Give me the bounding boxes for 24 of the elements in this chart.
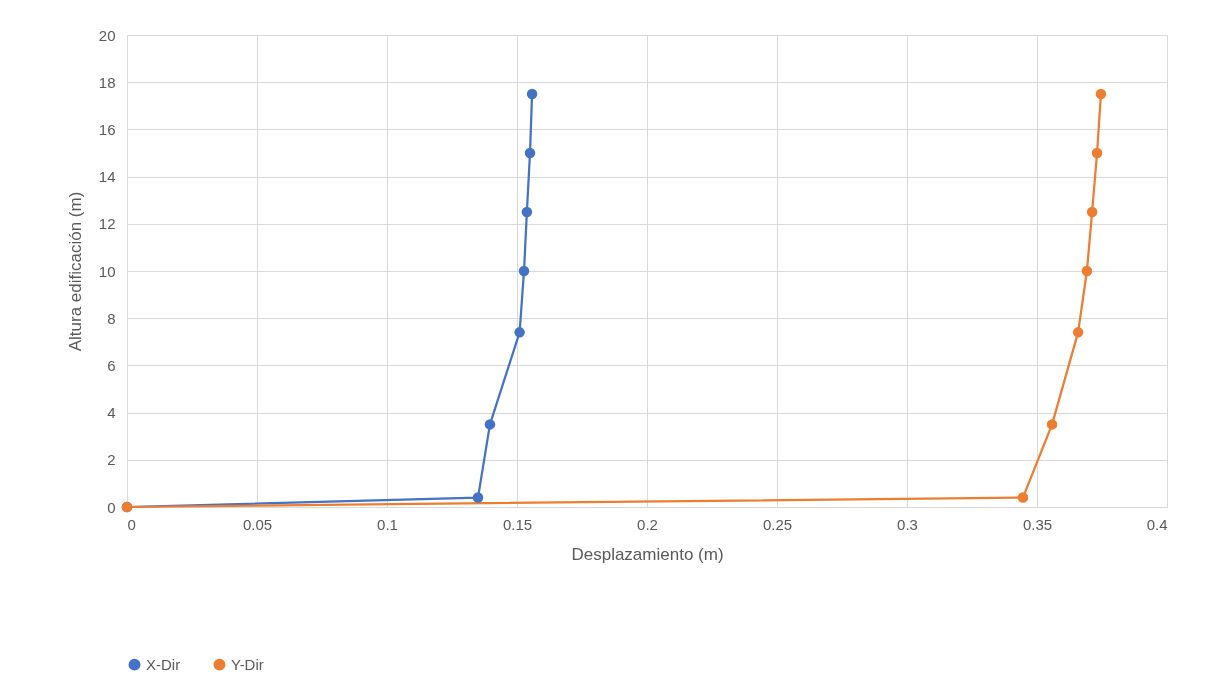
legend-label: Y-Dir [231, 655, 264, 673]
x-tick-label: 0.15 [502, 515, 533, 533]
x-tick-label: 0.05 [242, 515, 273, 533]
y-tick-label: 18 [98, 73, 116, 91]
y-tick-label: 0 [107, 498, 116, 516]
x-tick-label: 0.1 [377, 515, 398, 533]
x-tick-label: 0.4 [1146, 515, 1168, 533]
x-tick-label: 0 [127, 515, 136, 533]
x-tick-label: 0.25 [762, 515, 793, 533]
legend-label: X-Dir [146, 655, 181, 673]
y-tick-label: 16 [98, 120, 116, 138]
y-tick-label: 2 [107, 451, 116, 469]
y-tick-label: 4 [107, 404, 116, 422]
y-tick-label: 8 [107, 309, 116, 327]
y-tick-label: 10 [98, 262, 116, 280]
x-tick-label: 0.35 [1022, 515, 1053, 533]
y-tick-label: 14 [98, 168, 116, 186]
y-tick-label: 20 [98, 26, 116, 44]
y-tick-label: 12 [98, 215, 116, 233]
x-axis-title: Desplazamiento (m) [571, 544, 724, 564]
x-tick-label: 0.2 [637, 515, 658, 533]
y-axis-title: Altura edificación (m) [65, 191, 85, 352]
y-tick-label: 6 [107, 356, 116, 374]
x-tick-label: 0.3 [897, 515, 918, 533]
